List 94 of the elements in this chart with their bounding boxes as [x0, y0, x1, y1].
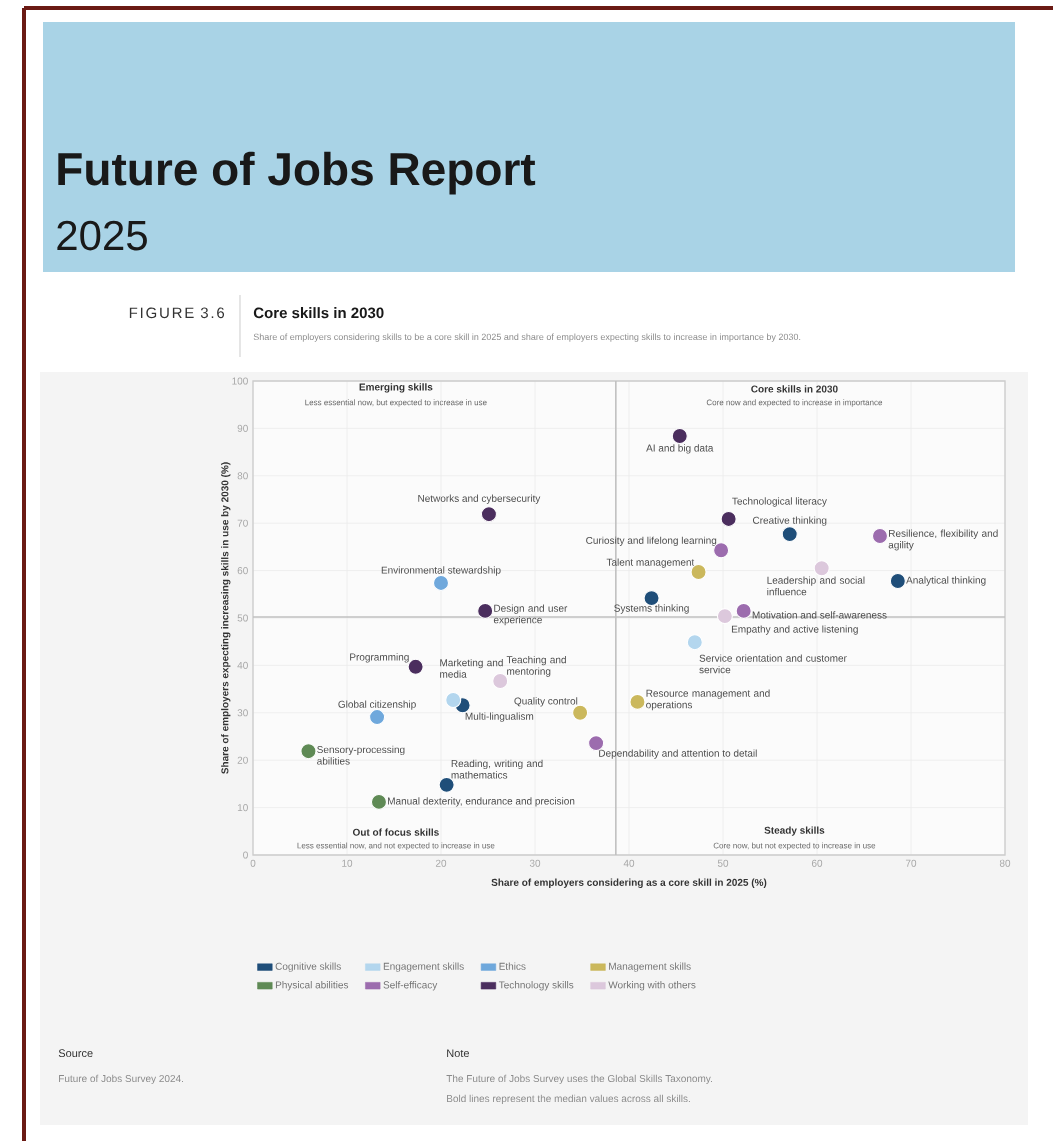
x-tick-label: 80	[999, 859, 1011, 867]
text: Note	[447, 1049, 470, 1058]
text: Future of Jobs Report	[58, 151, 536, 195]
x-tick-label: 50	[717, 859, 729, 867]
annotation: Less essential now, but expected to increase in use	[305, 399, 487, 407]
x-tick-label: 20	[435, 859, 447, 867]
point	[716, 608, 733, 625]
text: Source	[58, 1049, 93, 1058]
point	[480, 506, 497, 523]
point	[445, 691, 462, 709]
point	[477, 602, 494, 619]
legend-label: Engagement skills	[383, 962, 464, 972]
x-tick-label: 60	[811, 859, 823, 867]
annotation: Motivation and self-awareness	[752, 611, 887, 619]
annotation: Networks and cybersecurity	[418, 494, 541, 504]
point	[889, 572, 906, 590]
text: Future of Jobs Survey 2024.	[59, 1074, 183, 1085]
legend-label: Self-efficacy	[383, 981, 438, 991]
annotation: Emerging skills	[359, 383, 433, 393]
x-axis-title: Share of employers considering as a core skill in 2025 (%)	[491, 878, 767, 888]
point	[370, 793, 387, 810]
text: 2025	[57, 220, 147, 251]
annotation: Curiosity and lifelong learning	[586, 536, 717, 546]
y-tick-label: 10	[237, 804, 248, 812]
legend-label: Working with others	[608, 981, 696, 991]
point	[720, 510, 737, 527]
annotation: Less essential now, and not expected to increase in use	[297, 842, 495, 850]
annotation: Systems thinking	[614, 604, 689, 614]
point	[407, 658, 424, 675]
legend-label: Technology skills	[498, 981, 574, 991]
annotation: Technological literacy	[732, 497, 827, 507]
annotation: Multi-lingualism	[465, 712, 534, 722]
annotation: Core now and expected to increase in importance	[706, 399, 883, 407]
point	[871, 527, 889, 545]
point	[492, 673, 509, 690]
point	[735, 602, 752, 619]
y-tick-label: 20	[237, 756, 248, 764]
y-tick-label: 100	[232, 377, 248, 385]
annotation: Reading, writing and mathematics	[451, 759, 543, 779]
x-tick-label: 10	[342, 859, 353, 867]
annotation: Marketing and media	[440, 658, 503, 678]
chart-title: Core skills in 2030	[253, 307, 384, 319]
chart-subtitle: Share of employers considering skills to be a core skill in 2025 and share of employers expecting skills to increase in importance by 2030.	[253, 333, 801, 342]
annotation: Core now, but not expected to increase in use	[713, 842, 876, 850]
annotation: Resilience, flexibility and agility	[888, 529, 998, 551]
annotation: AI and big data	[646, 444, 714, 454]
x-tick-label: 0	[250, 859, 256, 867]
annotation: Creative thinking	[753, 516, 827, 526]
point	[671, 427, 688, 445]
x-tick-label: 30	[529, 859, 541, 867]
legend-label: Physical abilities	[275, 981, 349, 991]
x-tick-label: 70	[905, 859, 917, 867]
y-axis-title: Share of employers expecting increasing skills in use by 2030 (%)	[221, 462, 231, 774]
point	[572, 704, 589, 721]
annotation: Sensory-processing abilities	[317, 745, 405, 765]
legend-label: Cognitive skills	[275, 962, 341, 972]
annotation: Quality control	[514, 697, 578, 707]
annotation: Core skills in 2030	[751, 385, 838, 393]
y-tick-label: 80	[237, 472, 248, 480]
legend-label: Management skills	[609, 962, 691, 972]
annotation: Global citizenship	[338, 700, 416, 710]
point	[369, 709, 386, 726]
annotation: Teaching and mentoring	[506, 655, 566, 677]
annotation: Analytical thinking	[906, 576, 986, 586]
y-tick-label: 90	[237, 424, 248, 432]
y-tick-label: 70	[237, 519, 248, 527]
point	[813, 560, 830, 577]
point	[432, 574, 450, 591]
text: The Future of Jobs Survey uses the Global Skills Taxonomy.	[446, 1074, 712, 1085]
text: Bold lines represent the median values across all skills.	[447, 1094, 690, 1105]
annotation: Manual dexterity, endurance and precision	[388, 797, 575, 807]
point	[686, 634, 703, 651]
y-tick-label: 0	[243, 851, 248, 859]
y-tick-label: 40	[237, 661, 248, 669]
annotation: Programming	[350, 653, 409, 663]
point	[300, 743, 317, 760]
annotation: Leadership and social influence	[767, 576, 865, 596]
annotation: Service orientation and customer service	[699, 654, 847, 674]
annotation: Resource management and operations	[646, 689, 770, 711]
annotation: Empathy and active listening	[731, 625, 858, 635]
annotation: Talent management	[606, 558, 695, 568]
x-tick-label: 40	[623, 859, 635, 867]
annotation: Out of focus skills	[352, 828, 439, 836]
annotation: Environmental stewardship	[381, 566, 501, 576]
legend-label: Ethics	[499, 962, 526, 970]
y-tick-label: 30	[237, 709, 248, 717]
caption: FIGURE 3.6	[129, 307, 225, 319]
point	[629, 693, 646, 710]
annotation: Dependability and attention to detail	[599, 749, 757, 759]
y-tick-label: 50	[237, 614, 248, 622]
annotation: Design and user experience	[493, 604, 568, 626]
y-tick-label: 60	[237, 567, 248, 575]
annotation: Steady skills	[764, 826, 825, 836]
point	[781, 526, 798, 543]
